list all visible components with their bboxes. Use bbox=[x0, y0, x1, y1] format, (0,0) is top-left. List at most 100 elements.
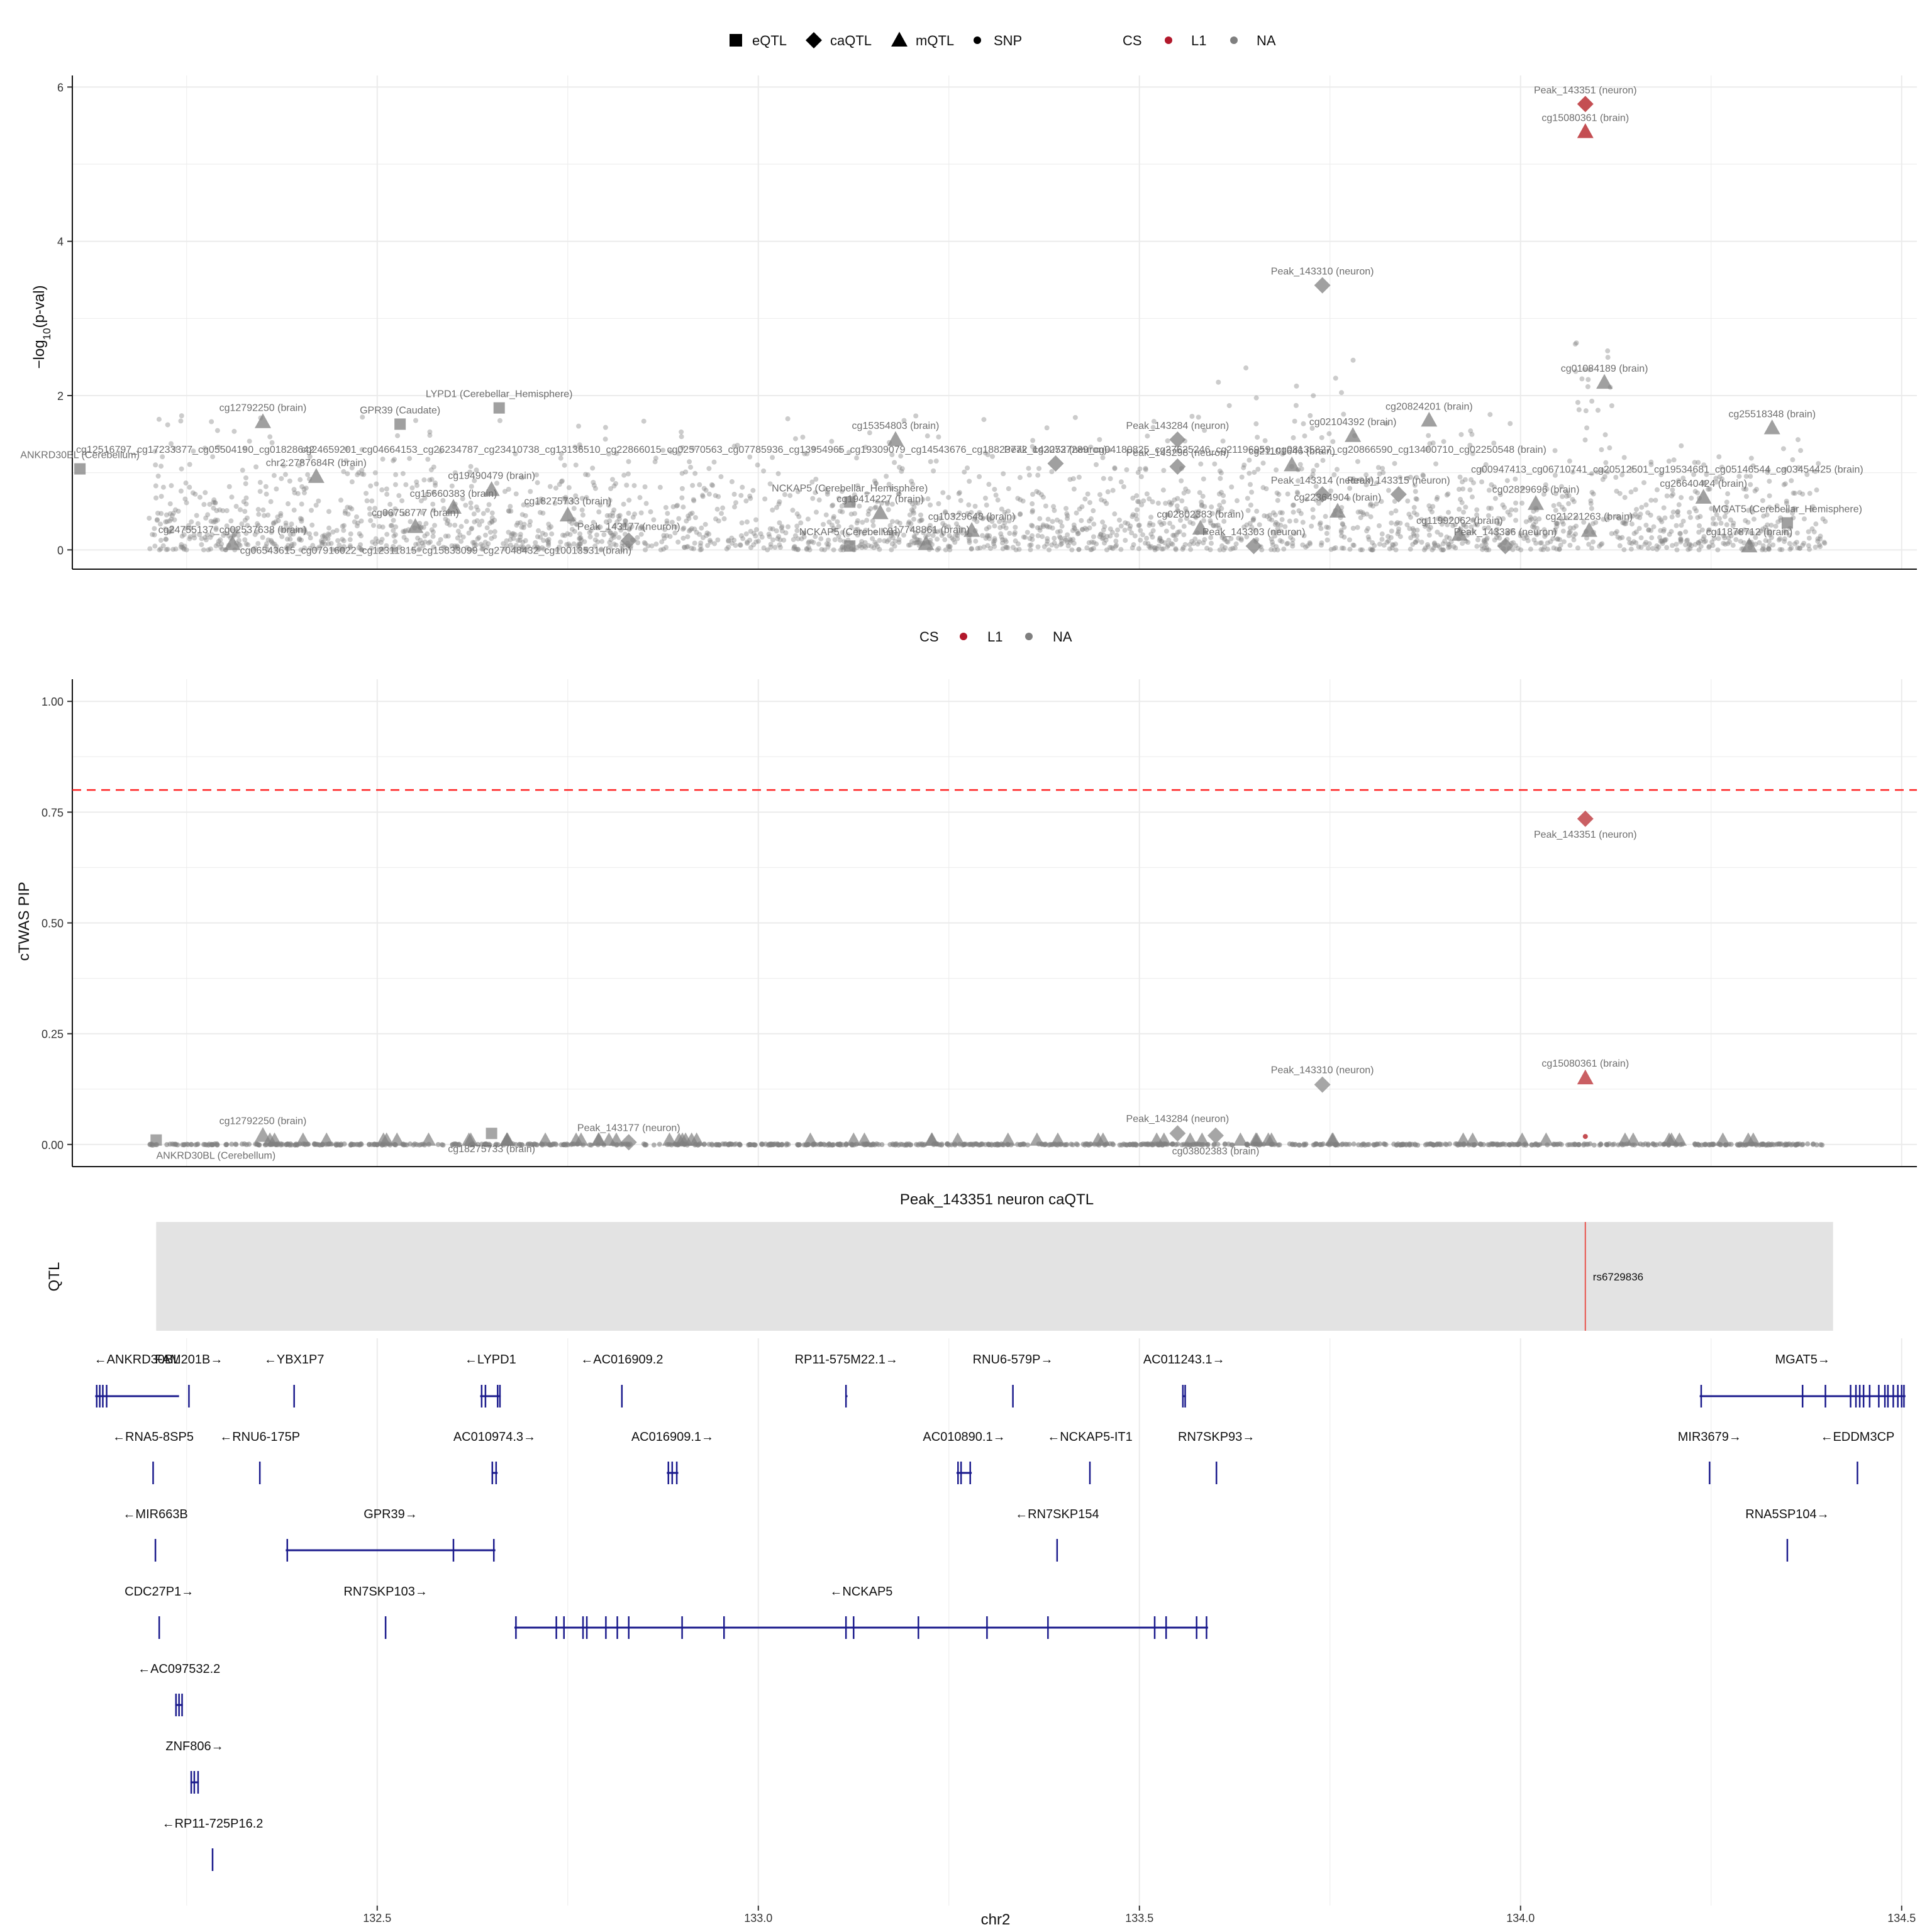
snp-point bbox=[1497, 492, 1503, 497]
snp-point bbox=[1300, 519, 1306, 525]
snp-point bbox=[214, 428, 220, 433]
snp-point bbox=[428, 539, 433, 545]
pip-snp bbox=[1277, 1142, 1282, 1148]
snp-point bbox=[1384, 540, 1390, 545]
snp-point bbox=[243, 541, 249, 547]
snp-point bbox=[1748, 482, 1753, 487]
snp-point bbox=[1346, 496, 1352, 501]
snp-point bbox=[1484, 547, 1490, 553]
pip-snp bbox=[312, 1141, 318, 1147]
snp-point bbox=[726, 545, 731, 550]
snp-point bbox=[611, 483, 617, 489]
snp-point bbox=[1471, 480, 1477, 486]
snp-point bbox=[1668, 529, 1674, 535]
snp-point bbox=[1134, 493, 1140, 499]
snp-point bbox=[1789, 478, 1794, 484]
snp-point bbox=[546, 543, 552, 548]
snp-point bbox=[703, 487, 709, 493]
snp-point bbox=[1118, 479, 1124, 485]
snp-point bbox=[1104, 547, 1109, 553]
pip-snp bbox=[921, 1142, 926, 1148]
snp-point bbox=[1782, 539, 1787, 545]
snp-point bbox=[729, 540, 735, 546]
snp-point bbox=[1174, 532, 1179, 538]
snp-point bbox=[1199, 499, 1204, 505]
snp-point bbox=[1674, 523, 1679, 528]
pip-snp bbox=[565, 1142, 571, 1148]
snp-point bbox=[1468, 477, 1474, 482]
snp-point bbox=[1554, 524, 1560, 530]
snp-point bbox=[1313, 484, 1319, 489]
snp-point bbox=[1308, 475, 1314, 480]
snp-point bbox=[1465, 529, 1471, 535]
snp-point bbox=[1351, 543, 1357, 548]
snp-point bbox=[989, 516, 994, 521]
snp-point bbox=[1414, 527, 1420, 533]
snp-point bbox=[1557, 537, 1563, 543]
snp-point bbox=[1523, 532, 1529, 538]
snp-point bbox=[392, 457, 397, 462]
gene-label: MGAT5→ bbox=[1775, 1353, 1829, 1367]
snp-point bbox=[1230, 545, 1236, 551]
snp-point bbox=[1150, 528, 1156, 533]
snp-point bbox=[319, 538, 325, 543]
snp-point bbox=[796, 514, 802, 519]
snp-point bbox=[1115, 527, 1121, 533]
snp-point bbox=[218, 544, 224, 550]
snp-point bbox=[1423, 545, 1428, 551]
snp-point bbox=[997, 525, 1003, 530]
snp-point bbox=[1697, 538, 1703, 544]
snp-point bbox=[1350, 542, 1356, 548]
snp-point bbox=[1057, 528, 1063, 534]
pip-snp bbox=[1314, 1141, 1319, 1146]
snp-point bbox=[1101, 532, 1106, 538]
snp-point bbox=[1467, 487, 1473, 492]
snp-point bbox=[392, 482, 398, 487]
snp-point bbox=[697, 547, 703, 553]
snp-point bbox=[1572, 341, 1578, 347]
snp-point bbox=[216, 538, 221, 544]
snp-point bbox=[1376, 523, 1382, 528]
snp-point bbox=[413, 541, 419, 547]
snp-point bbox=[436, 541, 441, 547]
snp-point bbox=[212, 500, 218, 506]
snp-point bbox=[637, 495, 643, 501]
snp-point bbox=[931, 468, 936, 474]
snp-point bbox=[1053, 543, 1059, 549]
snp-point bbox=[1583, 408, 1589, 414]
snp-point bbox=[1648, 528, 1654, 533]
snp-point bbox=[608, 530, 613, 535]
snp-point bbox=[219, 541, 225, 547]
snp-point bbox=[721, 516, 727, 521]
snp-point bbox=[1434, 496, 1440, 502]
snp-point bbox=[558, 479, 564, 484]
snp-point bbox=[178, 544, 184, 550]
snp-point bbox=[1069, 547, 1075, 553]
snp-point bbox=[614, 451, 619, 457]
snp-point bbox=[1134, 516, 1140, 522]
pip-snp bbox=[435, 1141, 441, 1147]
snp-point bbox=[967, 479, 972, 484]
snp-point bbox=[184, 547, 189, 553]
pip-snp bbox=[1557, 1141, 1563, 1146]
snp-point bbox=[1438, 532, 1444, 538]
pip-mqtl bbox=[1030, 1132, 1045, 1146]
pip-snp bbox=[770, 1142, 775, 1148]
snp-point bbox=[1252, 470, 1257, 475]
snp-point bbox=[572, 444, 578, 450]
snp-point bbox=[1301, 421, 1306, 426]
marker-cg02802383-brain- bbox=[1192, 519, 1209, 535]
label-Peak-143351-neuron-: Peak_143351 (neuron) bbox=[1534, 85, 1637, 96]
snp-point bbox=[1519, 501, 1525, 506]
snp-point bbox=[1776, 537, 1782, 543]
snp-point bbox=[1743, 486, 1749, 492]
snp-point bbox=[279, 476, 284, 482]
snp-point bbox=[430, 529, 436, 535]
snp-point bbox=[1307, 413, 1313, 418]
snp-point bbox=[541, 547, 547, 552]
snp-point bbox=[1319, 435, 1324, 440]
snp-point bbox=[1196, 414, 1201, 420]
snp-point bbox=[607, 513, 613, 518]
snp-point bbox=[1198, 461, 1204, 467]
